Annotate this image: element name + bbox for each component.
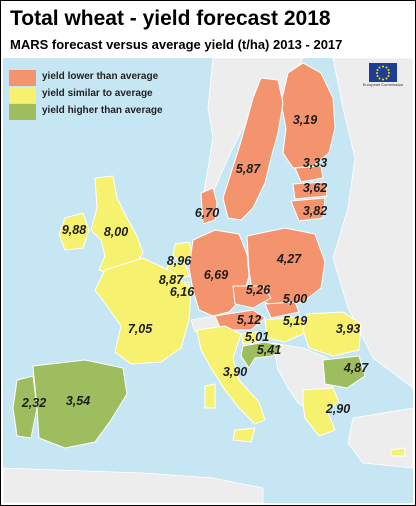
yield-label-spain: 3,54	[65, 394, 91, 408]
region-italy	[196, 325, 266, 425]
yield-label-luxembourg: 6,16	[169, 285, 195, 299]
yield-label-romania: 3,93	[335, 322, 361, 336]
region-romania	[302, 311, 362, 357]
yield-label-croatia: 5,41	[256, 343, 282, 357]
region-croatia	[240, 341, 284, 369]
region-finland	[280, 62, 336, 169]
region-ireland	[58, 212, 90, 251]
region-denmark	[200, 187, 218, 225]
yield-label-finland: 3,19	[292, 113, 318, 127]
yield-label-portugal: 2,32	[21, 396, 47, 410]
region-slovenia	[240, 331, 260, 345]
yield-label-uk: 8,00	[103, 225, 129, 239]
region-sardinia	[204, 383, 216, 409]
yield-label-lithuania: 3,82	[302, 204, 328, 218]
land-north-africa	[3, 467, 264, 503]
land-russia-east	[332, 58, 413, 389]
yield-label-belgium: 8,87	[158, 273, 184, 287]
yield-label-netherlands: 8,96	[166, 254, 192, 268]
legend-label-lower: yield lower than average	[42, 71, 159, 82]
region-netherlands	[172, 241, 194, 263]
region-cyprus	[390, 447, 406, 457]
yield-label-latvia: 3,62	[302, 181, 328, 195]
yield-label-greece: 2,90	[325, 402, 351, 416]
legend-swatch-higher	[9, 104, 36, 120]
map-subtitle: MARS forecast versus average yield (t/ha…	[10, 37, 343, 52]
yield-label-hungary: 5,19	[282, 314, 308, 328]
yield-label-estonia: 3,33	[302, 156, 328, 170]
region-hungary	[264, 315, 308, 343]
legend-label-higher: yield higher than average	[42, 105, 163, 116]
region-spain	[32, 359, 128, 449]
region-estonia	[294, 165, 324, 183]
legend-label-similar: yield similar to average	[42, 88, 153, 99]
region-slovakia	[264, 301, 300, 319]
region-france	[94, 257, 192, 365]
eu-logo-text: European Commission	[362, 82, 404, 87]
legend-swatch-lower	[9, 70, 36, 86]
yield-label-czechia: 5,26	[245, 283, 271, 297]
region-bulgaria	[322, 355, 366, 389]
eu-flag-icon	[369, 63, 397, 82]
yield-label-germany: 6,69	[203, 268, 229, 282]
yield-label-italy: 3,90	[222, 365, 248, 379]
region-greece	[302, 387, 340, 437]
region-poland	[246, 227, 326, 307]
yield-label-denmark: 6,70	[194, 206, 220, 220]
yield-label-austria: 5,12	[236, 313, 262, 327]
yield-label-slovenia: 5,01	[244, 330, 270, 344]
yield-label-ireland: 9,88	[61, 223, 87, 237]
region-latvia	[292, 181, 328, 200]
europe-map	[3, 58, 413, 503]
yield-label-france: 7,05	[127, 322, 153, 336]
yield-label-sweden: 5,87	[235, 162, 261, 176]
region-sweden	[222, 77, 284, 221]
yield-label-bulgaria: 4,87	[343, 361, 369, 375]
region-czechia	[232, 285, 272, 309]
region-portugal	[12, 375, 38, 439]
yield-label-poland: 4,27	[276, 252, 302, 266]
eu-logo: European Commission	[357, 63, 409, 93]
yield-label-slovakia: 5,00	[282, 292, 308, 306]
region-sicily	[232, 427, 256, 443]
map-title: Total wheat - yield forecast 2018	[10, 7, 331, 30]
legend-swatch-similar	[9, 87, 36, 103]
region-lithuania	[290, 197, 326, 222]
map-area: yield lower than average yield similar t…	[3, 58, 413, 503]
